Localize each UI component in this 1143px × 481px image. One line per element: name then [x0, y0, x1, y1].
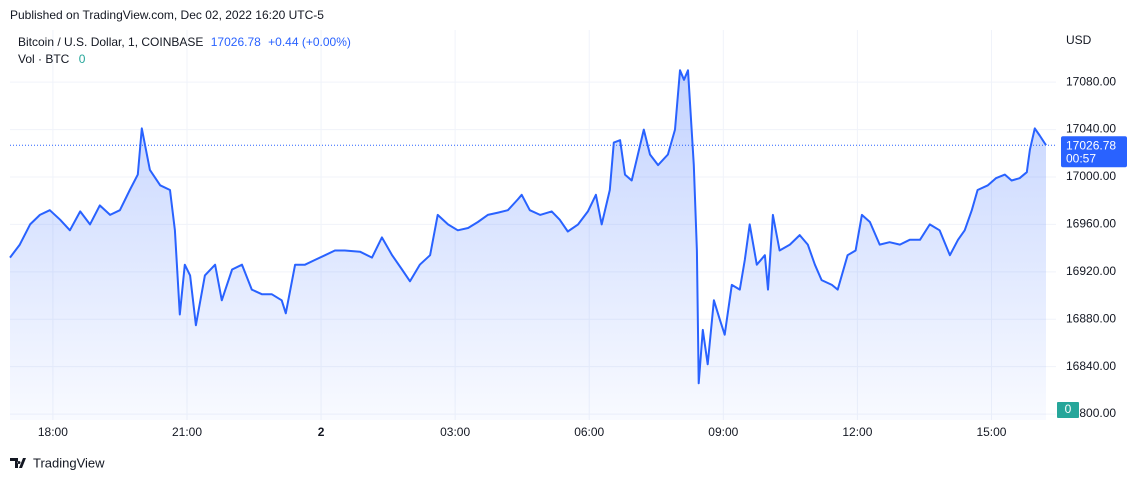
published-note: Published on TradingView.com, Dec 02, 20…: [10, 8, 324, 22]
price-change: +0.44 (+0.00%): [268, 35, 351, 49]
x-tick-label: 2: [318, 425, 325, 439]
y-tick-label: 16960.00: [1066, 217, 1116, 231]
x-tick-label: 12:00: [842, 425, 872, 439]
last-price: 17026.78: [211, 35, 261, 49]
x-tick-label: 21:00: [172, 425, 202, 439]
brand-logo: TradingView: [10, 455, 105, 470]
volume-tag: 0: [1065, 402, 1072, 416]
currency-label: USD: [1066, 33, 1092, 47]
last-price-box: [1061, 136, 1127, 168]
brand-name: TradingView: [33, 455, 105, 470]
y-tick-label: 17040.00: [1066, 122, 1116, 136]
countdown: 00:57: [1066, 151, 1096, 165]
x-tick-label: 06:00: [574, 425, 604, 439]
x-tick-label: 18:00: [38, 425, 68, 439]
volume-label: Vol · BTC: [18, 52, 70, 66]
y-tick-label: 16840.00: [1066, 359, 1116, 373]
x-tick-label: 03:00: [440, 425, 470, 439]
volume-legend: Vol · BTC 0: [18, 52, 86, 66]
y-tick-label: 17080.00: [1066, 74, 1116, 88]
x-tick-label: 15:00: [976, 425, 1006, 439]
y-tick-label: 16880.00: [1066, 311, 1116, 325]
price-line: [9, 69, 1047, 385]
volume-box: [1057, 402, 1079, 418]
last-price-tag: 17026.78: [1066, 138, 1116, 152]
y-tick-label: 17000.00: [1066, 169, 1116, 183]
volume-value: 0: [79, 52, 86, 66]
area-fill: [10, 70, 1046, 421]
y-tick-label: 16920.00: [1066, 264, 1116, 278]
symbol: Bitcoin / U.S. Dollar, 1, COINBASE: [18, 35, 203, 49]
x-tick-label: 09:00: [708, 425, 738, 439]
legend: Bitcoin / U.S. Dollar, 1, COINBASE 17026…: [18, 35, 351, 49]
